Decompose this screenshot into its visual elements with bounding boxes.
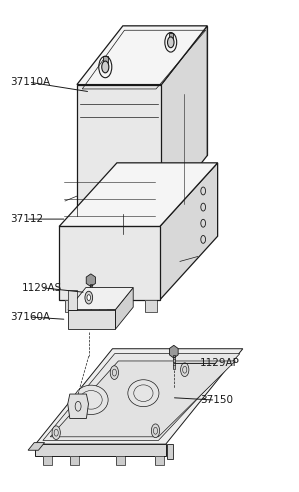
Polygon shape: [160, 163, 218, 300]
Circle shape: [52, 426, 60, 439]
Polygon shape: [167, 444, 173, 459]
Circle shape: [102, 61, 109, 73]
Ellipse shape: [74, 385, 108, 415]
Polygon shape: [173, 355, 175, 369]
Polygon shape: [145, 300, 157, 312]
Polygon shape: [116, 457, 125, 465]
Polygon shape: [28, 443, 45, 450]
Polygon shape: [50, 361, 235, 437]
Circle shape: [167, 37, 174, 48]
Polygon shape: [100, 300, 120, 314]
Circle shape: [151, 424, 160, 437]
Polygon shape: [155, 457, 164, 465]
Polygon shape: [36, 349, 243, 444]
Bar: [103, 56, 108, 67]
Polygon shape: [68, 309, 115, 329]
Polygon shape: [70, 457, 79, 465]
Ellipse shape: [128, 380, 159, 406]
Text: 37112: 37112: [10, 214, 43, 224]
Text: 1129AS: 1129AS: [22, 282, 62, 293]
Polygon shape: [68, 394, 89, 419]
Polygon shape: [77, 85, 161, 214]
Polygon shape: [59, 226, 160, 300]
Polygon shape: [90, 284, 92, 300]
Polygon shape: [43, 457, 52, 465]
Polygon shape: [68, 288, 133, 309]
Text: 37110A: 37110A: [10, 77, 51, 87]
Polygon shape: [86, 274, 95, 287]
Polygon shape: [161, 26, 207, 214]
Circle shape: [85, 291, 93, 304]
Polygon shape: [59, 163, 218, 226]
Polygon shape: [77, 26, 207, 85]
Circle shape: [110, 366, 118, 379]
Circle shape: [87, 295, 91, 301]
Text: 1129AP: 1129AP: [200, 358, 240, 369]
Circle shape: [181, 363, 189, 376]
Bar: [169, 32, 173, 42]
Polygon shape: [36, 444, 166, 457]
Polygon shape: [43, 354, 240, 440]
Polygon shape: [123, 26, 207, 155]
Text: 37150: 37150: [200, 395, 233, 405]
Polygon shape: [65, 300, 77, 312]
Text: 37160A: 37160A: [10, 312, 51, 322]
Polygon shape: [115, 288, 133, 329]
Polygon shape: [170, 345, 178, 358]
Polygon shape: [68, 290, 77, 309]
